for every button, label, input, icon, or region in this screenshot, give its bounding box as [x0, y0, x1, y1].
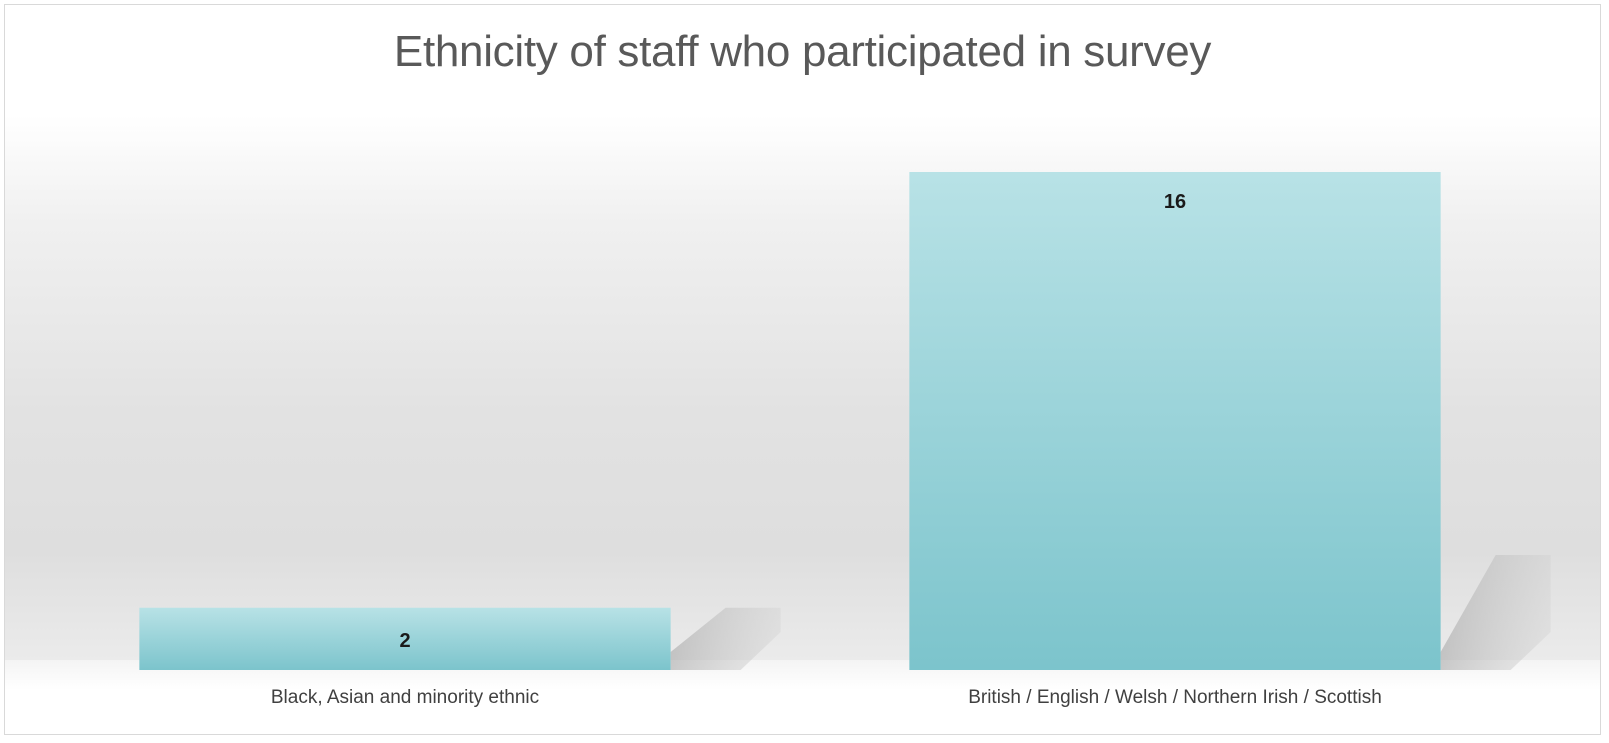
chart-title: Ethnicity of staff who participated in s…	[393, 27, 1212, 76]
bar-0	[139, 607, 671, 670]
data-label-0: 2	[399, 630, 410, 652]
bar-shadow	[1440, 555, 1551, 670]
category-label-1: British / English / Welsh / Northern Iri…	[968, 687, 1382, 708]
bar-1	[909, 172, 1441, 670]
data-label-1: 16	[1164, 191, 1186, 213]
category-label-0: Black, Asian and minority ethnic	[271, 687, 539, 708]
bar-shadow	[670, 607, 781, 670]
